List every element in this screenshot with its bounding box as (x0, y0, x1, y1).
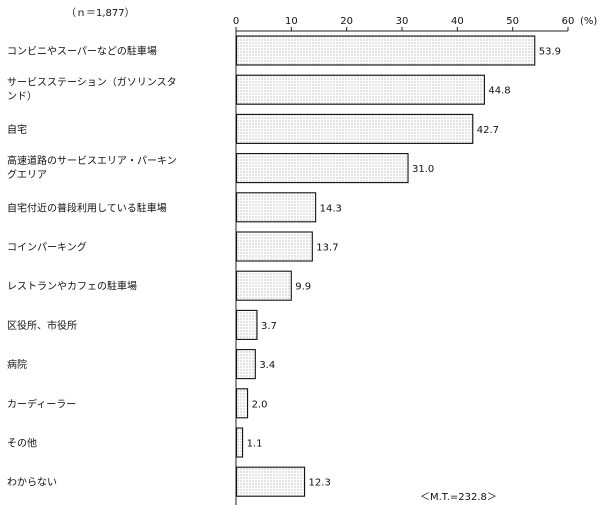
category-label: 高速道路のサービスエリア・パーキン (7, 154, 177, 167)
bar-value-label: 3.4 (259, 360, 275, 371)
footnote: ＜M.T.=232.8＞ (420, 492, 497, 503)
sample-size-label: （ｎ＝1,877） (66, 7, 135, 19)
bar-value-label: 12.3 (309, 478, 331, 489)
bar (235, 388, 249, 419)
bar (235, 466, 306, 497)
bar (235, 427, 244, 458)
category-label: 自宅付近の普段利用している駐車場 (7, 201, 167, 214)
bar-value-label: 13.7 (316, 243, 338, 254)
category-label: グエリア (7, 168, 47, 181)
x-tick-label: 30 (396, 16, 409, 27)
category-label: サービスステーション（ガソリンスタ (7, 77, 177, 89)
category-label: コインパーキング (7, 241, 87, 254)
bar (235, 74, 485, 105)
unit-label: (%) (580, 16, 597, 27)
category-label: レストランやカフェの駐車場 (7, 280, 137, 293)
bar-value-label: 14.3 (320, 203, 342, 214)
category-label: 病院 (7, 358, 27, 371)
bar-value-label: 42.7 (477, 125, 499, 136)
x-tick-label: 10 (285, 16, 298, 27)
category-label: わからない (7, 477, 57, 489)
bar-value-label: 1.1 (247, 439, 263, 450)
x-tick-label: 20 (340, 16, 353, 27)
bar (235, 113, 474, 144)
bar-value-label: 31.0 (412, 164, 434, 175)
bar-value-label: 53.9 (539, 47, 561, 58)
category-label: 自宅 (7, 123, 27, 136)
bar (235, 231, 313, 262)
bar (235, 309, 258, 340)
x-tick-label: 60 (562, 16, 575, 27)
category-label: 区役所、市役所 (7, 319, 77, 332)
bar-value-label: 9.9 (295, 282, 311, 293)
category-label: カーディーラー (7, 397, 76, 410)
category-label: ンド） (7, 91, 37, 103)
bar-value-label: 3.7 (261, 321, 277, 332)
bar (235, 153, 409, 184)
bar (235, 349, 256, 380)
bar (235, 192, 317, 223)
category-label: その他 (7, 437, 37, 450)
bar (235, 270, 292, 301)
bar-value-label: 44.8 (488, 86, 510, 97)
category-label: コンビニやスーパーなどの駐車場 (7, 45, 157, 58)
x-tick-label: 0 (233, 16, 239, 27)
bar (235, 35, 536, 66)
x-tick-label: 40 (451, 16, 464, 27)
x-tick-label: 50 (506, 16, 519, 27)
bar-value-label: 2.0 (252, 399, 268, 410)
